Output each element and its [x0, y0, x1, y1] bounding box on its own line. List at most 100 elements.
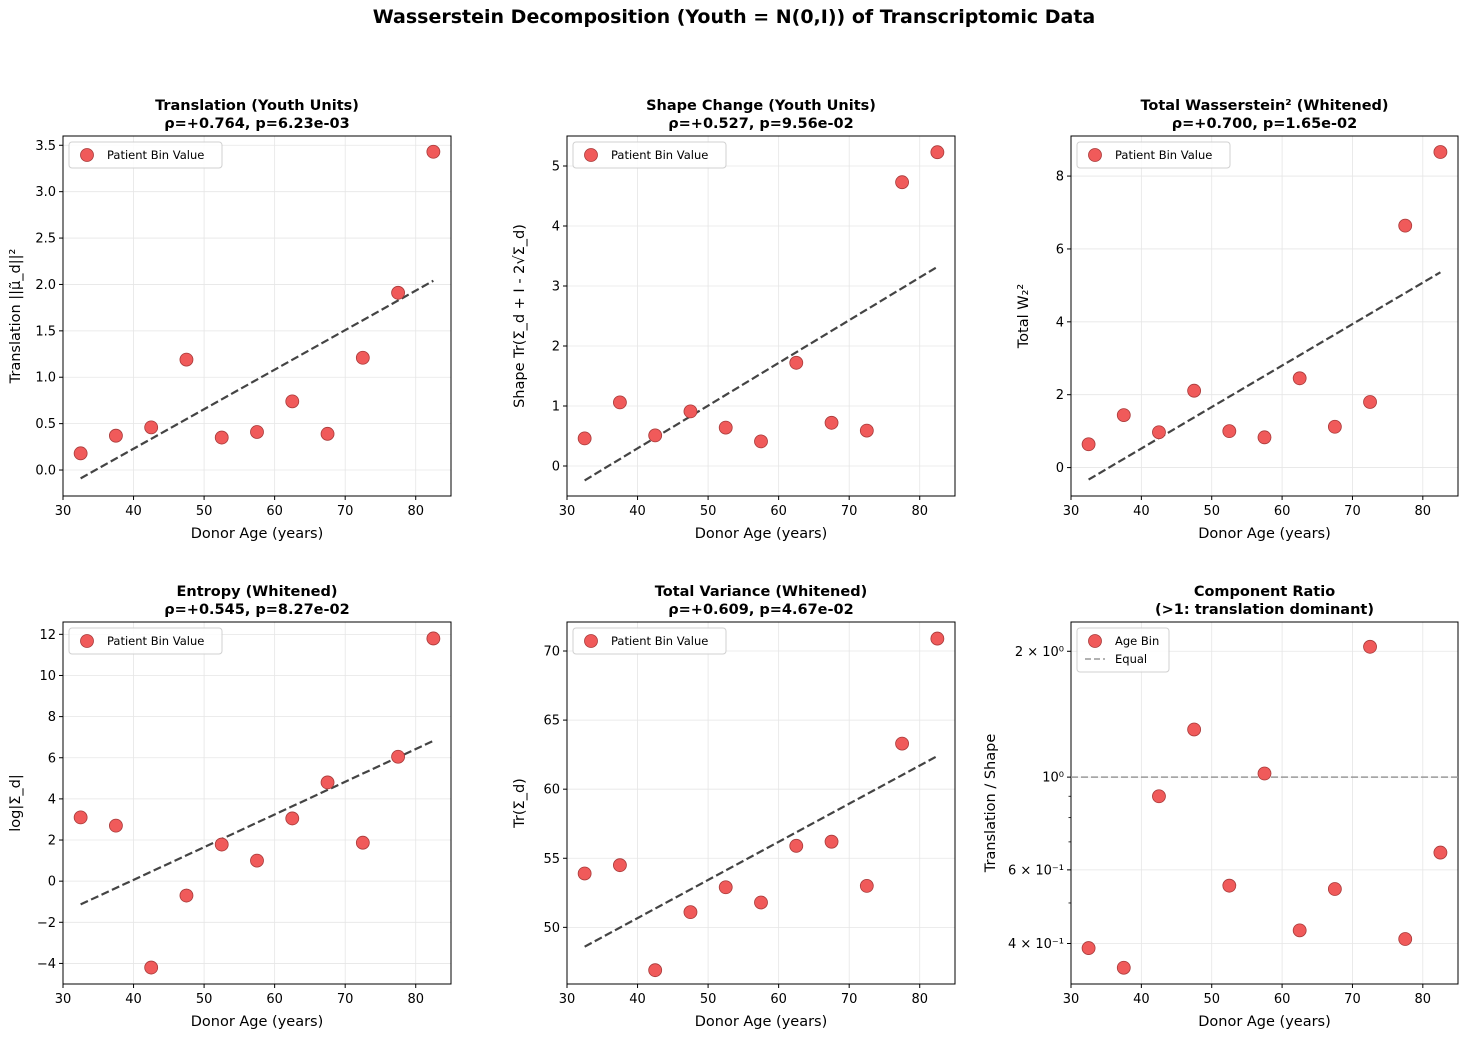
data-point[interactable]: [859, 423, 874, 438]
data-point[interactable]: [1187, 722, 1202, 737]
data-point[interactable]: [859, 879, 874, 893]
data-point[interactable]: [1363, 395, 1377, 409]
data-point[interactable]: [718, 420, 733, 435]
x-tick-label: 70: [841, 992, 858, 1007]
data-point[interactable]: [355, 835, 370, 850]
data-point[interactable]: [1398, 218, 1413, 233]
data-point[interactable]: [1081, 941, 1096, 955]
data-point[interactable]: [1433, 145, 1448, 159]
y-tick-label: 2: [552, 340, 560, 355]
data-point[interactable]: [179, 352, 194, 367]
data-point[interactable]: [930, 631, 945, 646]
data-point[interactable]: [426, 631, 441, 646]
data-point[interactable]: [214, 837, 229, 852]
data-point[interactable]: [754, 434, 768, 449]
data-point[interactable]: [109, 818, 123, 833]
data-point[interactable]: [426, 144, 441, 159]
data-point[interactable]: [1327, 882, 1342, 896]
data-point[interactable]: [718, 880, 733, 895]
legend-label: Equal: [1115, 652, 1147, 666]
data-point[interactable]: [1187, 383, 1202, 398]
data-point[interactable]: [73, 810, 88, 825]
data-point[interactable]: [1327, 419, 1342, 434]
x-tick-label: 30: [1063, 504, 1080, 519]
panel-subtitle: ρ=+0.545, p=8.27e-02: [164, 602, 349, 618]
data-point[interactable]: [73, 446, 88, 461]
legend-box: [68, 627, 223, 655]
data-point[interactable]: [789, 838, 804, 853]
x-tick-label: 30: [1063, 992, 1080, 1007]
data-point[interactable]: [144, 420, 159, 435]
data-point[interactable]: [1398, 932, 1413, 946]
data-point[interactable]: [895, 175, 909, 190]
x-tick-label: 30: [559, 504, 576, 519]
data-point[interactable]: [930, 145, 945, 160]
data-point[interactable]: [1222, 424, 1237, 439]
data-point[interactable]: [1081, 437, 1096, 452]
data-point[interactable]: [285, 811, 300, 826]
y-tick-label: 10: [39, 669, 56, 684]
data-point[interactable]: [250, 425, 264, 439]
data-point[interactable]: [683, 404, 698, 419]
data-point[interactable]: [824, 834, 839, 849]
data-point[interactable]: [1116, 960, 1131, 975]
panel-subtitle: (>1: translation dominant): [1155, 602, 1374, 618]
data-point[interactable]: [1292, 371, 1307, 386]
plot-frame: [566, 135, 956, 497]
y-axis-label: Tr(Σ_d): [512, 778, 528, 829]
data-point[interactable]: [1257, 430, 1272, 445]
data-point[interactable]: [391, 749, 405, 764]
legend-point-marker: [1088, 634, 1102, 648]
y-tick-label: 65: [543, 714, 560, 729]
x-tick-label: 50: [196, 992, 213, 1007]
data-point[interactable]: [1363, 639, 1377, 654]
chart-panel-2: 30 40 50 60 70 80 0 1 2 3 4 5 Donor Age (years) Shape…: [512, 98, 956, 542]
y-tick-label: 4 × 10⁻¹: [1008, 937, 1064, 952]
data-point[interactable]: [179, 888, 194, 903]
x-axis-label: Donor Age (years): [695, 526, 828, 542]
data-point[interactable]: [824, 415, 839, 430]
data-point[interactable]: [109, 428, 123, 443]
data-point[interactable]: [683, 905, 698, 920]
data-point[interactable]: [355, 350, 370, 365]
data-point[interactable]: [285, 394, 300, 409]
data-point[interactable]: [320, 775, 335, 790]
panel-subtitle: ρ=+0.764, p=6.23e-03: [164, 116, 349, 132]
panel-title: Entropy (Whitened): [177, 584, 338, 600]
y-tick-label: 5: [552, 160, 560, 175]
data-point[interactable]: [577, 866, 592, 881]
data-point[interactable]: [144, 960, 159, 975]
data-point[interactable]: [1257, 766, 1272, 781]
data-point[interactable]: [648, 428, 663, 443]
y-tick-label: 6: [48, 751, 56, 766]
legend-point-marker: [80, 634, 94, 648]
data-point[interactable]: [214, 430, 229, 445]
data-point[interactable]: [1116, 408, 1131, 423]
y-tick-label: 70: [543, 645, 560, 660]
data-point[interactable]: [1222, 878, 1237, 893]
data-point[interactable]: [613, 395, 627, 410]
x-tick-label: 40: [1133, 992, 1150, 1007]
x-axis-label: Donor Age (years): [191, 526, 324, 542]
data-point[interactable]: [754, 895, 768, 910]
legend-point-marker: [584, 634, 598, 648]
data-point[interactable]: [1152, 789, 1166, 804]
data-point[interactable]: [250, 853, 264, 868]
data-point[interactable]: [1433, 845, 1448, 860]
data-point[interactable]: [895, 736, 909, 751]
data-point[interactable]: [391, 285, 405, 300]
data-point[interactable]: [1152, 425, 1166, 440]
y-tick-label: 4: [48, 792, 56, 807]
data-point[interactable]: [320, 426, 335, 441]
data-point[interactable]: [1292, 923, 1307, 938]
trend-line: [1088, 271, 1441, 481]
data-point[interactable]: [789, 355, 804, 370]
y-tick-label: 3: [552, 280, 560, 295]
trend-line: [80, 279, 434, 480]
data-point[interactable]: [648, 963, 663, 978]
data-point[interactable]: [577, 431, 592, 446]
panel-subtitle: ρ=+0.700, p=1.65e-02: [1172, 116, 1357, 132]
panel-title: Total Variance (Whitened): [655, 584, 867, 600]
y-tick-label: 55: [543, 852, 560, 867]
data-point[interactable]: [613, 858, 627, 873]
